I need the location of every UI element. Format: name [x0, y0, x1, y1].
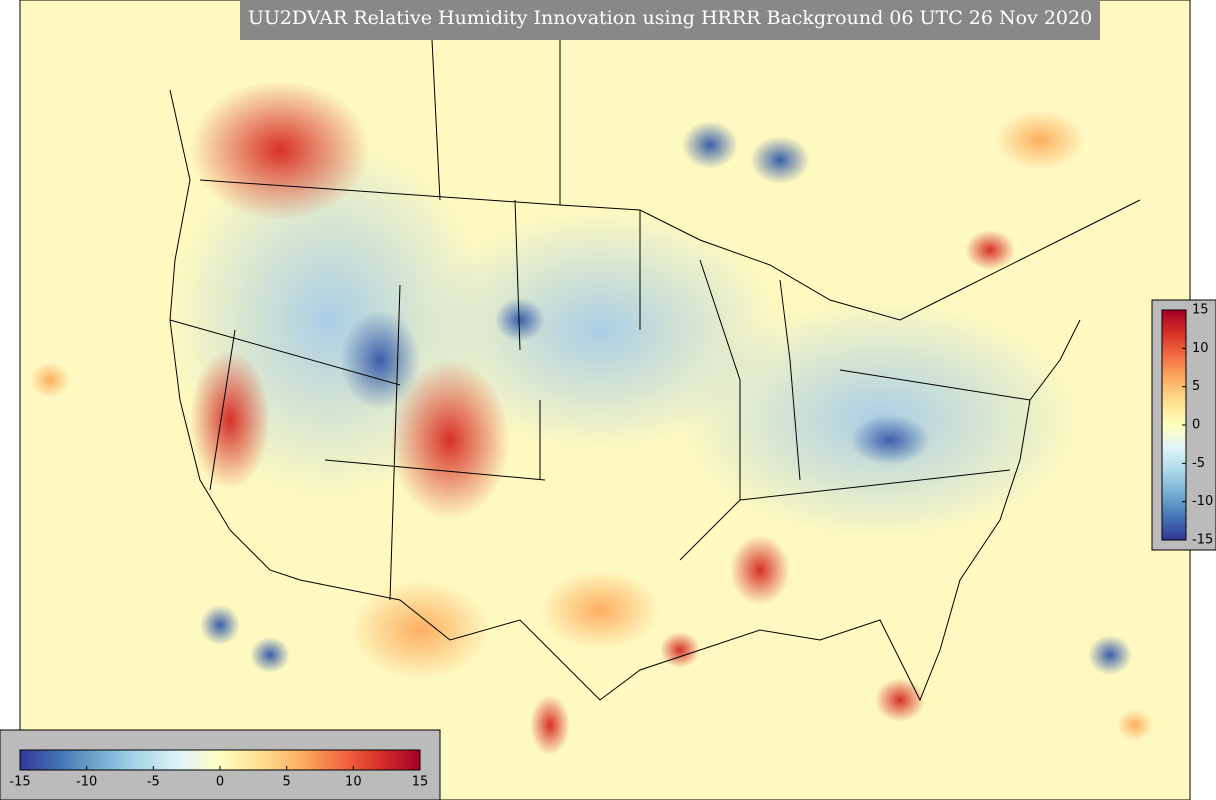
tick-label: 5 — [283, 775, 291, 790]
map-title: UU2DVAR Relative Humidity Innovation usi… — [248, 7, 1092, 29]
tick-label: 15 — [1192, 303, 1209, 318]
tick-label: 0 — [216, 775, 224, 790]
tick-label: -15 — [9, 775, 30, 790]
tick-label: 15 — [412, 775, 429, 790]
tick-label: 5 — [1192, 379, 1200, 394]
title-box — [240, 0, 1100, 40]
tick-label: -10 — [76, 775, 97, 790]
tick-label: 10 — [1192, 341, 1209, 356]
tick-label: 0 — [1192, 418, 1200, 433]
tick-label: -15 — [1192, 533, 1213, 548]
tick-label: -5 — [147, 775, 160, 790]
field-blobs — [30, 80, 1153, 755]
tick-label: -10 — [1192, 494, 1213, 509]
tick-label: -5 — [1192, 456, 1205, 471]
tick-label: 10 — [345, 775, 362, 790]
boundaries — [169, 0, 1141, 702]
